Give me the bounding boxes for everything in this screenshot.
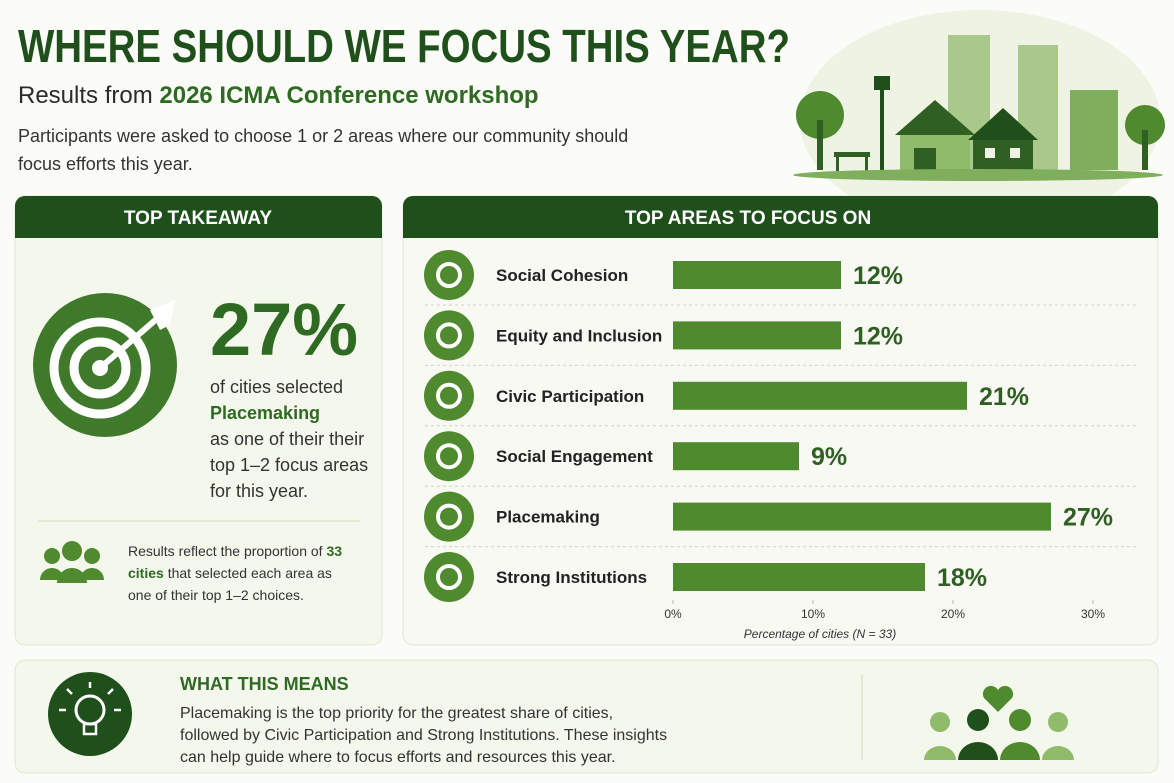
- category-icon-glyph: [436, 564, 462, 590]
- note-lead: Results reflect the proportion of: [128, 543, 323, 559]
- category-icon: [424, 552, 474, 602]
- category-icon-glyph: [436, 382, 462, 409]
- takeaway-highlight: Placemaking: [210, 403, 321, 423]
- category-icon-glyph: [436, 503, 462, 530]
- category-label: Placemaking: [496, 508, 600, 527]
- chart-title: TOP AREAS TO FOCUS ON: [625, 208, 871, 229]
- category-label: Social Engagement: [496, 447, 653, 466]
- x-axis-label: Percentage of cities (N = 33): [744, 627, 896, 641]
- subtitle: Results from 2026 ICMA Conference worksh…: [18, 82, 539, 110]
- takeaway-heading: TOP TAKEAWAY: [124, 208, 272, 229]
- people-icon: [40, 541, 104, 583]
- target-icon: [33, 293, 177, 437]
- category-label: Equity and Inclusion: [496, 326, 662, 345]
- takeaway-header: [15, 196, 382, 238]
- note-highlight: 33 cities: [128, 543, 343, 581]
- means-heading: WHAT THIS MEANS: [180, 674, 349, 694]
- bar: [673, 261, 841, 289]
- city-illustration: [793, 10, 1165, 230]
- value-label: 12%: [853, 262, 903, 290]
- subtitle-highlight: 2026 ICMA Conference workshop: [159, 82, 539, 109]
- value-label: 12%: [853, 322, 903, 350]
- note: Results reflect the proportion of 33 cit…: [128, 540, 353, 606]
- x-tick-label: 0%: [664, 607, 682, 621]
- value-label: 9%: [811, 443, 847, 471]
- bar: [673, 321, 841, 350]
- takeaway-text: of cities selected Placemaking as one of…: [210, 374, 375, 504]
- community-icon: [924, 685, 1074, 760]
- takeaway-stat: 27%: [210, 288, 358, 371]
- category-icon: [424, 310, 474, 361]
- category-icons: [424, 250, 474, 602]
- means-text: Placemaking is the top priority for the …: [180, 705, 668, 766]
- category-icon: [424, 491, 474, 542]
- category-label: Civic Participation: [496, 387, 644, 406]
- x-tick-label: 30%: [1081, 607, 1105, 621]
- takeaway-line: as one of their their top 1–2 focus area…: [210, 429, 369, 501]
- x-tick-label: 20%: [941, 607, 965, 621]
- chart-header: [403, 196, 1158, 238]
- value-label: 27%: [1063, 504, 1113, 532]
- bar: [673, 502, 1051, 531]
- value-label: 21%: [979, 383, 1029, 411]
- value-label: 18%: [937, 564, 987, 592]
- description: Participants were asked to choose 1 or 2…: [18, 126, 629, 174]
- bar: [673, 442, 799, 471]
- x-tick-label: 10%: [801, 607, 825, 621]
- subtitle-lead: Results from: [18, 82, 153, 109]
- category-label: Strong Institutions: [496, 568, 647, 587]
- category-icon-glyph: [436, 322, 462, 349]
- means-panel: [14, 659, 1159, 774]
- category-icon: [424, 370, 474, 421]
- bar: [673, 563, 925, 591]
- category-icon-glyph: [436, 262, 462, 288]
- title: WHERE SHOULD WE FOCUS THIS YEAR?: [18, 20, 790, 72]
- bulb-icon: [48, 672, 132, 756]
- bar: [673, 381, 967, 410]
- category-icon: [424, 250, 474, 300]
- category-icon-glyph: [436, 443, 462, 470]
- category-icon: [424, 431, 474, 482]
- takeaway-line: of cities selected: [210, 377, 344, 397]
- note-tail: that selected each area as one of their …: [128, 565, 332, 603]
- category-label: Social Cohesion: [496, 266, 628, 285]
